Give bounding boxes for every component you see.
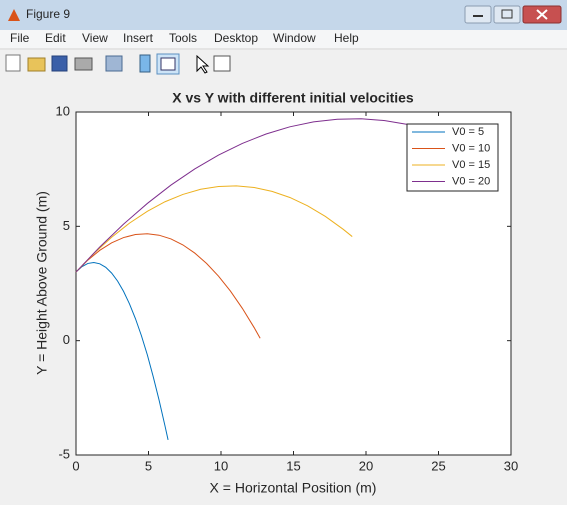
y-tick-label: 5 [63, 218, 70, 233]
legend-label: V0 = 20 [452, 175, 490, 187]
x-tick-label: 10 [214, 458, 228, 473]
menu: File Edit View Insert Tools Desktop Window Help [10, 31, 359, 45]
legend-glyph [160, 57, 176, 71]
menu-item[interactable]: Window [273, 31, 316, 45]
x-tick-label: 5 [145, 458, 152, 473]
x-axis-label: X = Horizontal Position (m) [210, 480, 377, 496]
close-glyph [536, 9, 548, 20]
link-icon[interactable] [105, 55, 123, 72]
menu-item[interactable]: Help [334, 31, 359, 45]
legend-label: V0 = 5 [452, 126, 484, 138]
menu-item[interactable]: Edit [45, 31, 66, 45]
menu-item[interactable]: Insert [123, 31, 154, 45]
x-tick-label: 25 [431, 458, 445, 473]
save-icon[interactable] [51, 55, 68, 72]
menu-bar [0, 30, 567, 48]
x-tick-label: 30 [504, 458, 518, 473]
minimize-glyph [473, 15, 483, 17]
y-tick-label: 0 [63, 332, 70, 347]
menu-item[interactable]: Tools [169, 31, 197, 45]
toolbar [5, 53, 231, 75]
series-line [75, 118, 445, 273]
x-tick-label: 0 [72, 458, 79, 473]
menu-item[interactable]: View [82, 31, 108, 45]
window-title: Figure 9 [26, 7, 70, 21]
y-tick-label: 10 [56, 103, 70, 118]
plot [75, 111, 512, 456]
app-icon [8, 9, 20, 21]
series-line [75, 233, 261, 339]
open-icon[interactable] [27, 57, 46, 72]
chart-title: X vs Y with different initial velocities [172, 90, 414, 106]
minimize-button[interactable] [464, 5, 492, 24]
plot-browser-icon[interactable] [213, 55, 231, 72]
maximize-button[interactable] [493, 5, 521, 24]
legend-label: V0 = 10 [452, 142, 490, 154]
series-line [75, 261, 169, 440]
y-axis-label: Y = Height Above Ground (m) [34, 191, 50, 375]
colorbar-icon[interactable] [139, 54, 151, 73]
legend-box [406, 123, 499, 192]
x-tick-label: 15 [286, 458, 300, 473]
series-line [75, 185, 353, 273]
pointer-icon[interactable] [196, 54, 210, 74]
legend-label: V0 = 15 [452, 159, 490, 171]
x-tick-label: 20 [359, 458, 373, 473]
menu-item[interactable]: Desktop [214, 31, 258, 45]
new-icon[interactable] [5, 54, 21, 72]
print-icon[interactable] [74, 57, 93, 71]
maximize-glyph [501, 9, 513, 19]
menu-item[interactable]: File [10, 31, 30, 45]
y-tick-label: -5 [58, 446, 70, 461]
